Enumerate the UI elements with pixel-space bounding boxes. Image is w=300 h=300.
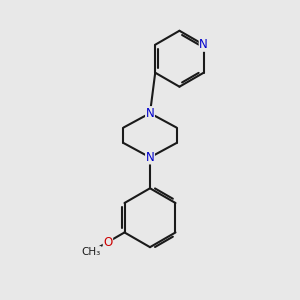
Text: CH₃: CH₃ xyxy=(82,247,101,256)
Text: N: N xyxy=(146,107,154,120)
Text: N: N xyxy=(199,38,208,51)
Text: O: O xyxy=(103,236,112,248)
Text: N: N xyxy=(146,151,154,164)
